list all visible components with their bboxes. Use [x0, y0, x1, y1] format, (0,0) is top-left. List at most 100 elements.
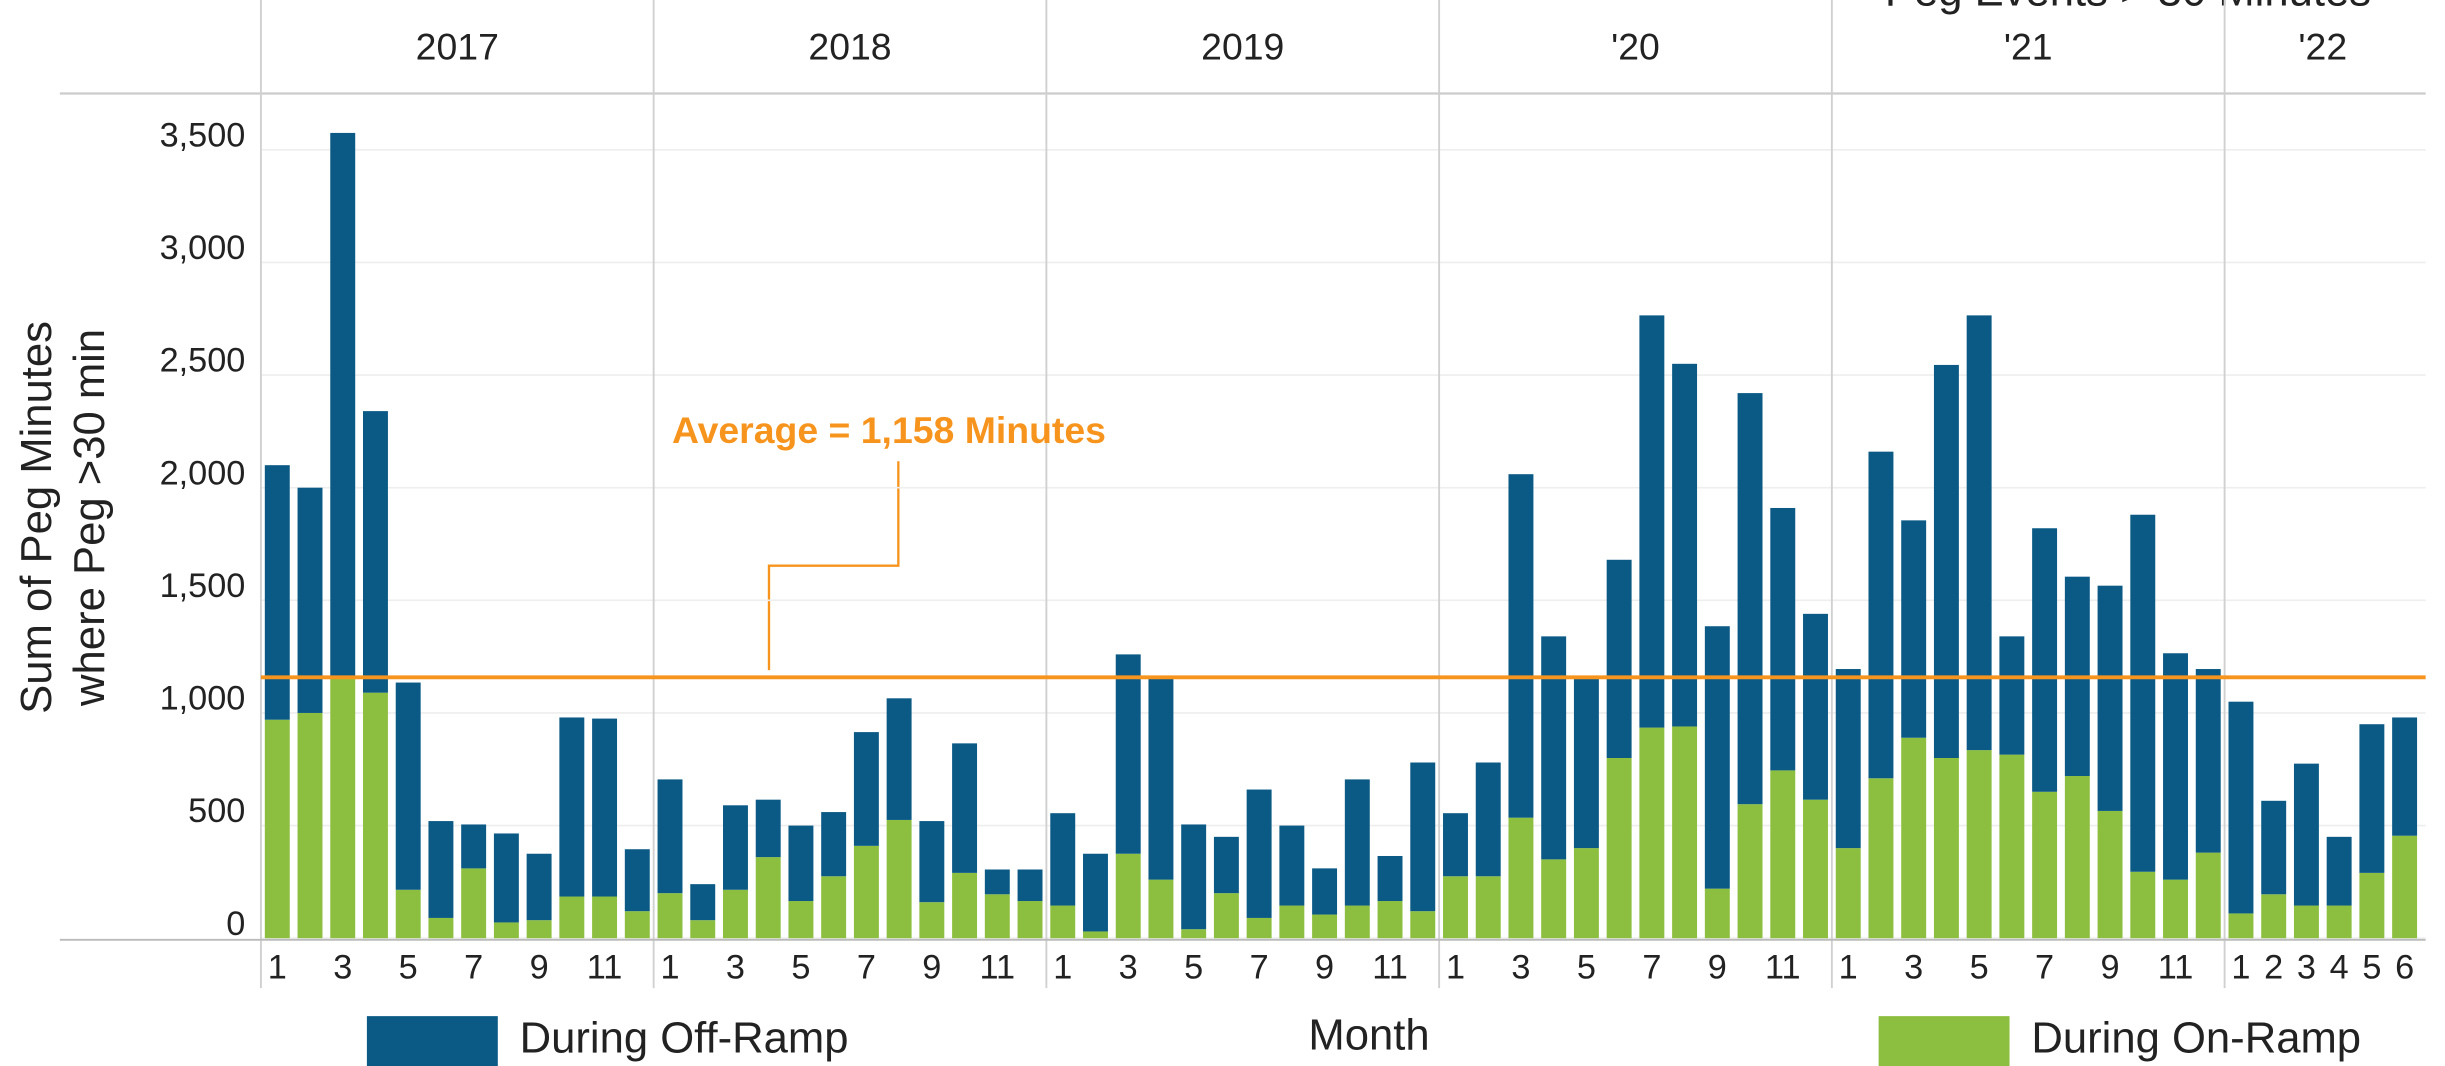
bar-segment — [559, 896, 585, 939]
bar-segment — [1541, 859, 1567, 939]
bar-segment — [1835, 848, 1861, 939]
x-tick-label: 11 — [2158, 948, 2194, 986]
bar-segment — [395, 682, 421, 890]
bar-segment — [1148, 879, 1174, 939]
year-label: '22 — [2298, 26, 2347, 68]
x-tick-label: 3 — [2297, 948, 2316, 986]
bar-segment — [984, 894, 1010, 939]
bar-segment — [1377, 855, 1403, 902]
bar-segment — [1966, 315, 1992, 751]
x-tick-label: 5 — [399, 948, 418, 986]
bar-segment — [1115, 654, 1141, 854]
bar-segment — [1901, 737, 1927, 939]
bar-segment — [297, 712, 323, 939]
bar-segment — [2326, 905, 2352, 939]
bar-segment — [1246, 789, 1272, 918]
bar-segment — [657, 893, 683, 939]
bar-segment — [1835, 669, 1861, 849]
x-tick-label: 3 — [1511, 948, 1530, 986]
year-label: '20 — [1611, 26, 1660, 68]
year-label: '21 — [2004, 26, 2053, 68]
x-tick-label: 7 — [857, 948, 876, 986]
chart-subtitle: Peg Events > 30 Minutes — [1885, 0, 2371, 15]
bar-segment — [1181, 929, 1207, 939]
x-tick-label: 6 — [2395, 948, 2414, 986]
bar-segment — [1901, 520, 1927, 738]
x-tick-label: 11 — [587, 948, 623, 986]
bar-segment — [821, 812, 847, 877]
bar-segment — [2032, 528, 2058, 792]
bar-segment — [264, 719, 290, 939]
bar-segment — [690, 884, 716, 921]
bar-segment — [2261, 894, 2287, 939]
bar-segment — [1475, 762, 1501, 877]
bar-segment — [493, 833, 519, 923]
x-tick-label: 5 — [1970, 948, 1989, 986]
x-axis-label: Month — [1308, 1011, 1429, 1059]
bar-segment — [2163, 879, 2188, 939]
bar-segment — [1115, 853, 1141, 939]
annotation: Average = 1,158 Minutes — [672, 409, 1106, 451]
bar-segment — [1344, 779, 1370, 906]
x-tick-label: 11 — [980, 948, 1016, 986]
y-tick-label: 3,500 — [160, 116, 246, 154]
bar-segment — [1312, 914, 1338, 939]
bar-segment — [330, 678, 356, 939]
x-tick-label: 3 — [1119, 948, 1138, 986]
x-tick-label: 7 — [1250, 948, 1269, 986]
year-label: 2017 — [416, 26, 499, 68]
x-tick-label: 11 — [1372, 948, 1408, 986]
bar-segment — [362, 692, 388, 939]
bar-segment — [1377, 901, 1403, 939]
y-axis-label: Sum of Peg Minutes — [13, 321, 61, 714]
legend-swatch — [1878, 1016, 2010, 1066]
x-tick-label: 7 — [464, 948, 483, 986]
x-tick-label: 5 — [2362, 948, 2381, 986]
y-tick-label: 3,000 — [160, 229, 246, 267]
bar-segment — [788, 825, 814, 902]
bar-segment — [2130, 871, 2156, 939]
bar-segment — [1704, 888, 1730, 939]
bar-segment — [1737, 393, 1763, 805]
bar-segment — [2097, 810, 2123, 939]
x-tick-label: 1 — [1053, 948, 1072, 986]
bar-segment — [1344, 905, 1370, 939]
bar-segment — [1573, 676, 1599, 849]
bar-segment — [2359, 872, 2385, 939]
x-tick-label: 7 — [2035, 948, 2054, 986]
bar-segment — [984, 869, 1010, 895]
x-tick-label: 11 — [1765, 948, 1801, 986]
bar-segment — [690, 920, 716, 939]
bar-segment — [1181, 824, 1207, 930]
bar-segment — [1672, 363, 1698, 727]
bar-segment — [1083, 931, 1108, 939]
bar-segment — [493, 922, 519, 939]
bar-segment — [755, 799, 781, 858]
bar-segment — [1017, 869, 1043, 902]
bar-segment — [2293, 763, 2319, 906]
bar-segment — [1475, 876, 1501, 939]
bar-segment — [1933, 758, 1959, 939]
x-tick-label: 5 — [791, 948, 810, 986]
x-tick-label: 5 — [1184, 948, 1203, 986]
bar-segment — [1770, 770, 1796, 939]
bar-segment — [1050, 905, 1076, 939]
x-tick-label: 1 — [660, 948, 679, 986]
bar-segment — [1017, 901, 1043, 939]
y-tick-label: 1,000 — [160, 680, 246, 718]
x-tick-label: 9 — [2101, 948, 2120, 986]
bar-segment — [1279, 905, 1305, 939]
bar-segment — [428, 917, 454, 939]
bar-segment — [2293, 905, 2319, 939]
bar-segment — [526, 853, 552, 921]
bar-segment — [2228, 701, 2254, 914]
year-label: 2018 — [808, 26, 891, 68]
bar-segment — [657, 779, 683, 894]
x-tick-label: 1 — [1839, 948, 1858, 986]
y-tick-label: 500 — [188, 792, 245, 830]
bar-segment — [526, 920, 552, 939]
bar-segment — [624, 849, 650, 912]
bar-segment — [264, 465, 290, 720]
bar-segment — [952, 872, 978, 939]
